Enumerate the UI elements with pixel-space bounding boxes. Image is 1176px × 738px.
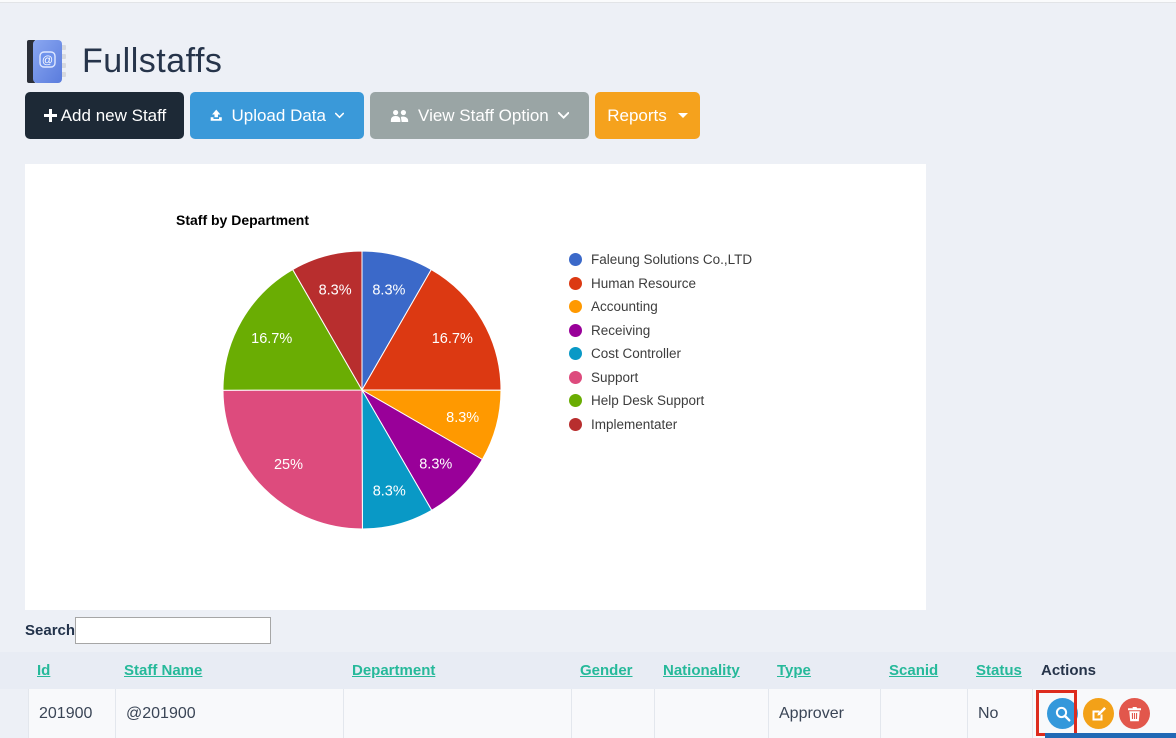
pie-slice	[222, 389, 363, 530]
legend-label: Help Desk Support	[591, 393, 705, 409]
top-divider	[0, 0, 1176, 3]
legend-item: Help Desk Support	[569, 389, 752, 413]
upload-data-button[interactable]: Upload Data	[190, 92, 364, 139]
reports-button[interactable]: Reports	[595, 92, 700, 139]
column-header-actions: Actions	[1041, 662, 1097, 679]
pie-slice-label: 8.3%	[372, 282, 405, 298]
pie-slice-label: 16.7%	[432, 331, 473, 347]
trash-icon	[1128, 706, 1141, 721]
view-staff-option-label: View Staff Option	[418, 105, 549, 125]
search-row: Search	[25, 617, 272, 644]
legend-item: Faleung Solutions Co.,LTD	[569, 248, 752, 272]
table-row: 201900 @201900 Approver No	[0, 689, 1176, 738]
legend-item: Human Resource	[569, 272, 752, 296]
pie-slice-label: 8.3%	[319, 282, 352, 298]
pie-slice	[361, 268, 502, 391]
legend-item: Implementater	[569, 413, 752, 437]
upload-data-label: Upload Data	[231, 105, 326, 125]
legend-label: Implementater	[591, 416, 678, 432]
legend-color-dot	[569, 300, 582, 314]
caret-down-icon	[677, 113, 688, 118]
legend-item: Receiving	[569, 319, 752, 343]
svg-text:@: @	[42, 55, 53, 67]
column-header-id[interactable]: Id	[37, 662, 51, 679]
legend-color-dot	[569, 370, 582, 384]
legend-label: Faleung Solutions Co.,LTD	[591, 252, 753, 268]
chevron-down-icon	[334, 112, 344, 119]
legend-color-dot	[569, 347, 582, 361]
legend-item: Cost Controller	[569, 342, 752, 366]
column-header-nationality[interactable]: Nationality	[663, 662, 740, 679]
users-icon	[390, 109, 409, 122]
legend-color-dot	[569, 394, 582, 408]
chart-title: Staff by Department	[176, 212, 310, 228]
legend-label: Support	[591, 369, 639, 385]
pie-slice-label: 8.3%	[419, 457, 452, 473]
table-header-row: Id Staff Name Department Gender National…	[0, 652, 1176, 689]
chevron-down-icon	[557, 111, 569, 120]
cell-scanid	[880, 689, 967, 738]
bottom-blue-bar	[1045, 733, 1176, 738]
cell-actions	[1032, 689, 1176, 738]
page-header: @ Fullstaffs	[26, 38, 222, 85]
legend-color-dot	[569, 417, 582, 431]
legend-label: Human Resource	[591, 275, 697, 291]
search-icon	[1055, 706, 1071, 722]
search-input[interactable]	[75, 617, 272, 644]
column-header-gender[interactable]: Gender	[580, 662, 633, 679]
cell-status: No	[967, 689, 1032, 738]
cell-id: 201900	[28, 689, 115, 738]
pie-slice-label: 16.7%	[251, 331, 292, 347]
legend-color-dot	[569, 323, 582, 337]
column-header-status[interactable]: Status	[976, 662, 1022, 679]
chart-legend: Faleung Solutions Co.,LTD Human Resource A…	[569, 248, 752, 436]
address-book-icon: @	[26, 38, 68, 85]
legend-label: Accounting	[591, 299, 658, 315]
column-header-staff-name[interactable]: Staff Name	[124, 662, 203, 679]
view-staff-option-button[interactable]: View Staff Option	[370, 92, 589, 139]
view-button[interactable]	[1047, 698, 1078, 729]
cell-gender	[571, 689, 654, 738]
search-label: Search	[25, 622, 76, 639]
pie-slice-label: 8.3%	[446, 410, 479, 426]
upload-icon	[210, 109, 222, 121]
pie-chart: 8.3% 16.7% 8.3% 8.3% 8.3% 25% 16.7% 8.3%	[222, 250, 502, 530]
cell-nationality	[654, 689, 768, 738]
legend-label: Receiving	[591, 322, 651, 338]
reports-label: Reports	[607, 105, 667, 125]
plus-icon	[43, 109, 57, 122]
add-new-staff-button[interactable]: Add new Staff	[25, 92, 184, 139]
cell-staff-name: @201900	[115, 689, 343, 738]
cell-department	[343, 689, 571, 738]
add-new-staff-label: Add new Staff	[60, 105, 167, 125]
pie-slice	[222, 268, 363, 391]
pie-slice	[292, 250, 363, 392]
pie-slice-label: 8.3%	[373, 484, 406, 500]
pie-slice-label: 25%	[274, 457, 303, 473]
delete-button[interactable]	[1119, 698, 1150, 729]
column-header-type[interactable]: Type	[777, 662, 811, 679]
legend-color-dot	[569, 253, 582, 267]
legend-item: Accounting	[569, 295, 752, 319]
legend-color-dot	[569, 276, 582, 290]
toolbar: Add new Staff Upload Data View Staff Opt…	[25, 92, 700, 139]
legend-label: Cost Controller	[591, 346, 682, 362]
edit-button[interactable]	[1083, 698, 1114, 729]
column-header-department[interactable]: Department	[352, 662, 436, 679]
column-header-scanid[interactable]: Scanid	[889, 662, 939, 679]
cell-type: Approver	[768, 689, 880, 738]
legend-item: Support	[569, 366, 752, 390]
edit-icon	[1092, 706, 1106, 720]
page-title: Fullstaffs	[82, 42, 223, 80]
staff-by-department-chart-panel: Staff by Department 8.3% 16.7% 8.3% 8.3% 8.3…	[25, 164, 926, 610]
